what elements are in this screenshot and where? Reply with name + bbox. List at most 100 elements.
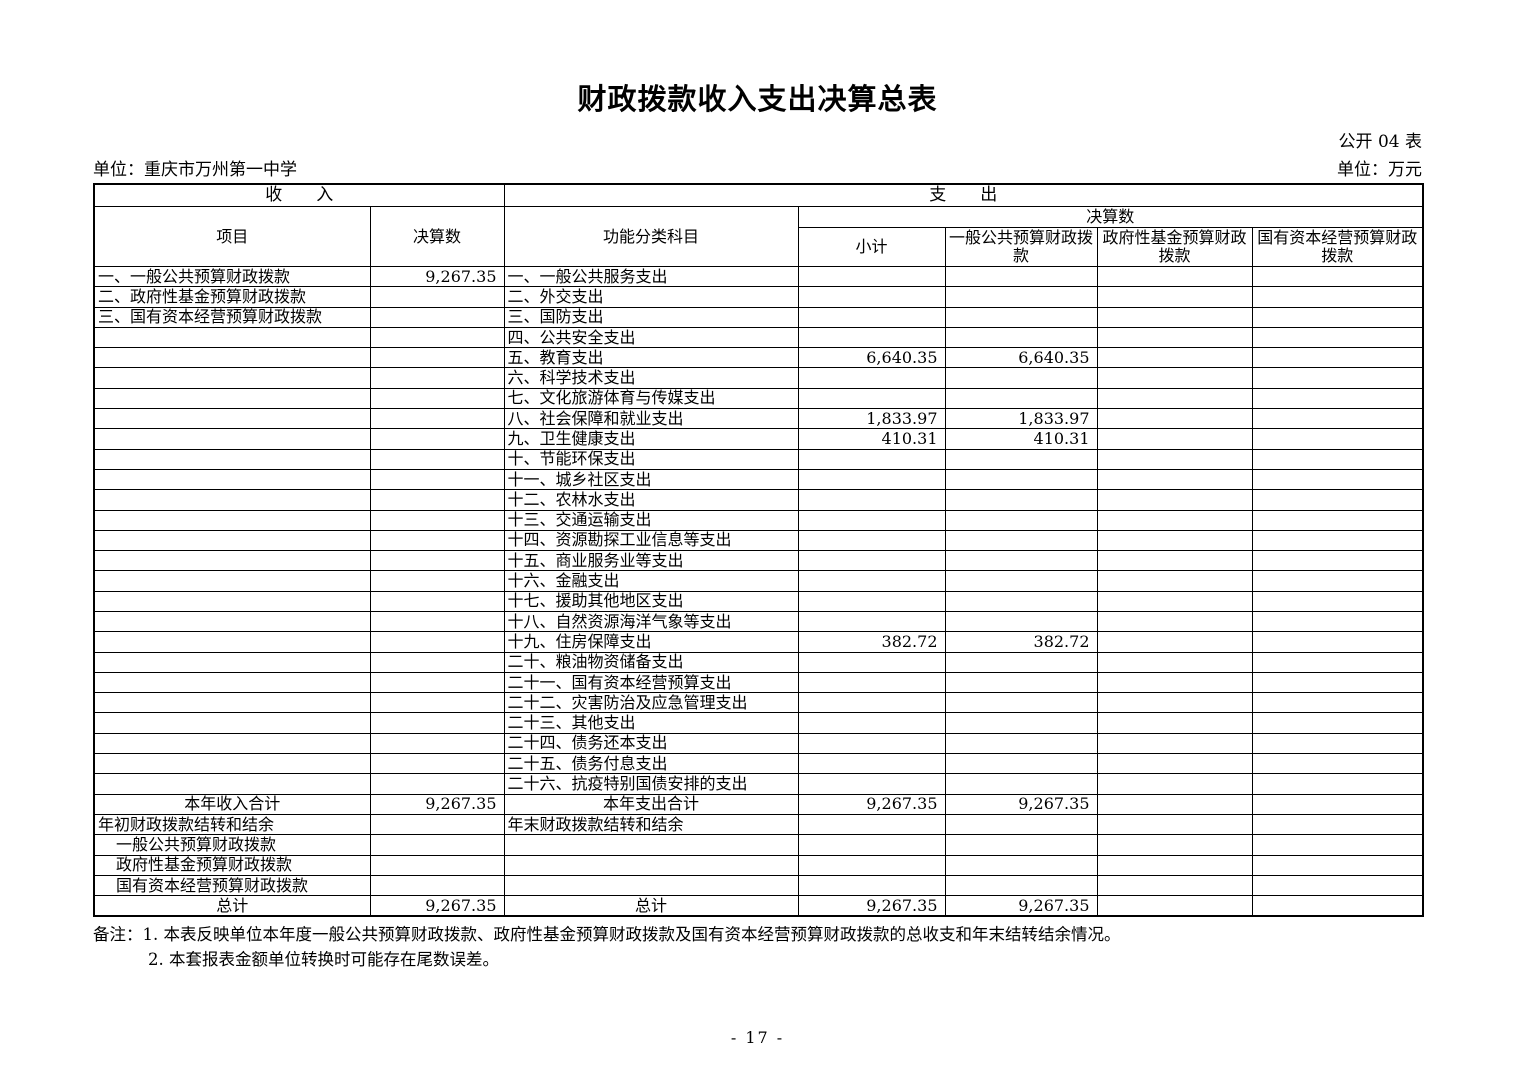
gov-fund-budget-cell <box>1096 590 1253 612</box>
subtotal-cell <box>797 813 946 836</box>
state-capital-budget-cell <box>1251 692 1424 714</box>
subtotal-cell <box>797 874 946 897</box>
table-row: 十一、城乡社区支出 <box>93 468 1424 491</box>
page-title: 财政拨款收入支出决算总表 <box>577 82 938 116</box>
general-public-budget-cell <box>944 610 1098 633</box>
income-item-cell: 二、政府性基金预算财政拨款 <box>93 286 371 308</box>
state-capital-budget-cell <box>1251 367 1424 389</box>
general-public-budget-cell: 6,640.35 <box>944 347 1098 369</box>
income-value-cell <box>369 286 505 308</box>
income-item-cell <box>93 489 371 511</box>
income-value-cell: 9,267.35 <box>369 895 505 917</box>
expense-item-cell: 十三、交通运输支出 <box>503 509 799 531</box>
income-item-cell: 本年收入合计 <box>93 793 371 815</box>
income-item-cell <box>93 732 371 755</box>
general-public-budget-cell <box>944 753 1098 775</box>
gov-fund-budget-cell <box>1096 895 1253 917</box>
gov-fund-budget-cell <box>1096 265 1253 288</box>
general-public-budget-cell <box>944 590 1098 612</box>
state-capital-budget-cell <box>1251 468 1424 491</box>
gov-fund-budget-cell <box>1096 671 1253 694</box>
subtotal-cell: 6,640.35 <box>797 347 946 369</box>
table-row: 六、科学技术支出 <box>93 367 1424 389</box>
general-public-budget-cell <box>944 265 1098 288</box>
col-header-subtotal: 小计 <box>797 226 946 267</box>
gov-fund-budget-cell <box>1096 610 1253 633</box>
expense-item-cell: 十二、农林水支出 <box>503 489 799 511</box>
table-row: 十八、自然资源海洋气象等支出 <box>93 610 1424 633</box>
header-row-columns: 小计 一般公共预算财政拨款 政府性基金预算财政拨款 国有资本经营预算财政拨款 <box>94 226 1424 267</box>
subtotal-cell <box>797 590 946 612</box>
page-number: - 17 - <box>730 1028 785 1047</box>
expense-item-cell: 九、卫生健康支出 <box>503 428 799 450</box>
table-row: 二十四、债务还本支出 <box>93 732 1424 755</box>
table-row: 二十五、债务付息支出 <box>93 753 1424 775</box>
income-value-cell <box>369 468 505 491</box>
general-public-budget-cell: 382.72 <box>944 631 1098 653</box>
state-capital-budget-cell <box>1251 793 1424 815</box>
income-item-cell <box>93 651 371 673</box>
general-public-budget-cell <box>944 306 1098 328</box>
expense-item-cell: 十七、援助其他地区支出 <box>503 590 799 612</box>
expense-item-cell: 二十六、抗疫特别国债安排的支出 <box>503 773 799 795</box>
general-public-budget-cell <box>944 813 1098 836</box>
general-public-budget-cell <box>944 326 1098 349</box>
income-value-cell <box>369 408 505 430</box>
gov-fund-budget-cell <box>1096 468 1253 491</box>
income-value-cell: 9,267.35 <box>369 265 505 288</box>
table-row: 十五、商业服务业等支出 <box>93 550 1424 572</box>
expense-item-cell: 十一、城乡社区支出 <box>503 468 799 491</box>
state-capital-budget-cell <box>1251 550 1424 572</box>
income-item-cell <box>93 712 371 734</box>
gov-fund-budget-cell <box>1096 529 1253 552</box>
income-value-cell <box>369 834 505 856</box>
income-item-cell <box>93 367 371 389</box>
general-public-budget-cell <box>944 570 1098 592</box>
table-row: 二、政府性基金预算财政拨款 二、外交支出 <box>93 286 1424 308</box>
expense-item-cell: 二十一、国有资本经营预算支出 <box>503 671 799 694</box>
subtotal-cell <box>797 610 946 633</box>
gov-fund-budget-cell <box>1096 692 1253 714</box>
note-line-2: 2. 本套报表金额单位转换时可能存在尾数误差。 <box>148 949 499 969</box>
expense-item-cell: 七、文化旅游体育与传媒支出 <box>503 387 799 410</box>
gov-fund-budget-cell <box>1096 570 1253 592</box>
gov-fund-budget-cell <box>1096 326 1253 349</box>
general-public-budget-cell <box>944 550 1098 572</box>
subtotal-cell: 1,833.97 <box>797 408 946 430</box>
gov-fund-budget-cell <box>1096 448 1253 470</box>
table-row: 二十、粮油物资储备支出 <box>93 651 1424 673</box>
income-item-cell <box>93 448 371 470</box>
subtotal-cell: 9,267.35 <box>797 793 946 815</box>
general-public-budget-cell: 9,267.35 <box>944 895 1098 917</box>
general-public-budget-cell <box>944 489 1098 511</box>
income-value-cell <box>369 631 505 653</box>
general-public-budget-cell <box>944 692 1098 714</box>
income-value-cell <box>369 448 505 470</box>
gov-fund-budget-cell <box>1096 712 1253 734</box>
income-item-cell <box>93 671 371 694</box>
table-body: 一、一般公共预算财政拨款 9,267.35 一、一般公共服务支出 二、政府性基金预算财… <box>93 265 1424 917</box>
notes: 备注：1. 本表反映单位本年度一般公共预算财政拨款、政府性基金预算财政拨款及国有… <box>93 922 1422 972</box>
table-row: 一、一般公共预算财政拨款 9,267.35 一、一般公共服务支出 <box>93 265 1424 288</box>
table-row: 三、国有资本经营预算财政拨款 三、国防支出 <box>93 306 1424 328</box>
table-row: 二十三、其他支出 <box>93 712 1424 734</box>
state-capital-budget-cell <box>1251 610 1424 633</box>
general-public-budget-cell <box>944 773 1098 795</box>
gov-fund-budget-cell <box>1096 753 1253 775</box>
gov-fund-budget-cell <box>1096 367 1253 389</box>
expense-item-cell: 二十五、债务付息支出 <box>503 753 799 775</box>
gov-fund-budget-cell <box>1096 306 1253 328</box>
expense-item-cell: 二十四、债务还本支出 <box>503 732 799 755</box>
state-capital-budget-cell <box>1251 874 1424 897</box>
gov-fund-budget-cell <box>1096 489 1253 511</box>
gov-fund-budget-cell <box>1096 773 1253 795</box>
subtotal-cell <box>797 671 946 694</box>
state-capital-budget-cell <box>1251 306 1424 328</box>
income-value-cell <box>369 367 505 389</box>
income-item-cell: 总计 <box>93 895 371 917</box>
income-value-cell <box>369 570 505 592</box>
general-public-budget-cell <box>944 712 1098 734</box>
table-row: 政府性基金预算财政拨款 <box>93 854 1424 876</box>
expense-item-cell: 十八、自然资源海洋气象等支出 <box>503 610 799 633</box>
general-public-budget-cell <box>944 732 1098 755</box>
